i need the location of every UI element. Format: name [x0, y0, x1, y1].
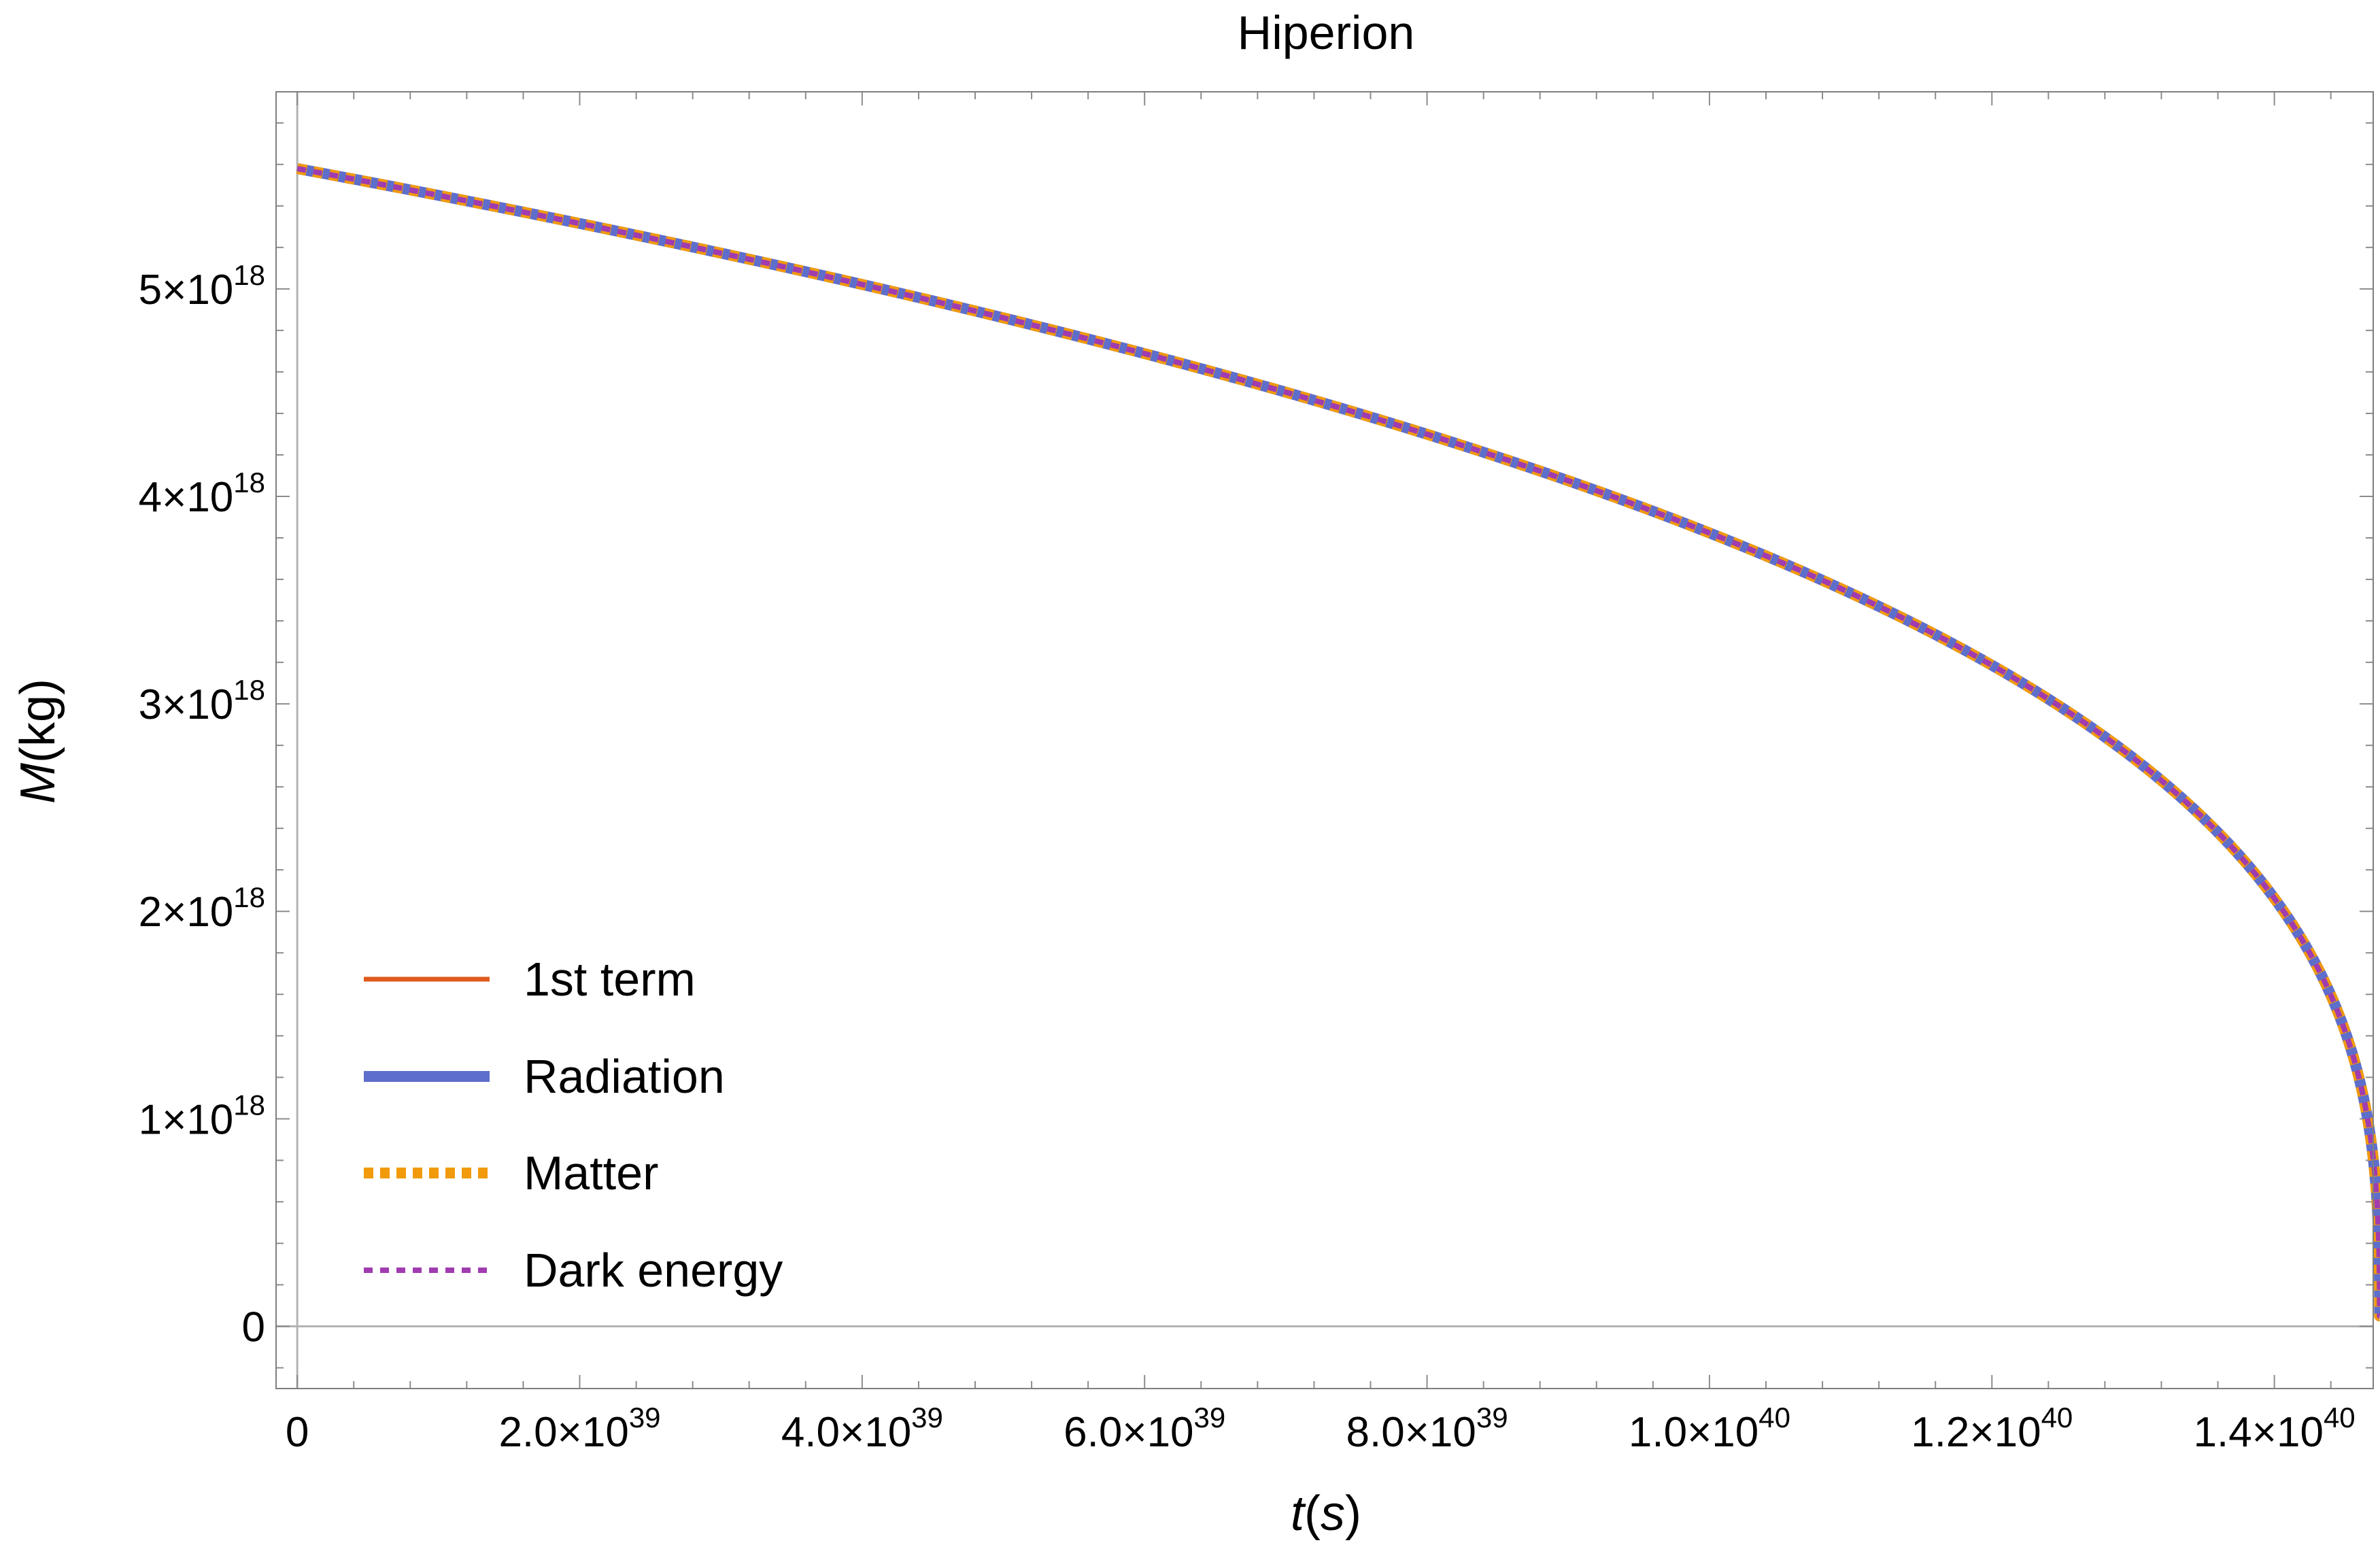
series-line-matter [296, 163, 2380, 1322]
y-tick-label-exponent: 18 [233, 259, 265, 291]
chart-title: Hiperion [1238, 6, 1415, 59]
plot-frame [275, 91, 2374, 1389]
x-tick-label-exponent: 40 [2324, 1401, 2356, 1433]
legend-item-radiation: Radiation [364, 1050, 725, 1103]
x-tick-label: 1.2×1040 [1911, 1401, 2073, 1456]
series-line-first-term [296, 166, 2380, 1319]
x-tick-label: 2.0×1039 [498, 1401, 660, 1456]
y-tick-label-exponent: 18 [233, 466, 265, 498]
x-tick-label-exponent: 39 [911, 1401, 943, 1433]
x-axis-unit: s [1321, 1486, 1345, 1541]
x-axis-title: t(s) [1291, 1486, 1361, 1541]
legend: 1st term Radiation Matter Dark energy [364, 953, 783, 1297]
y-tick-label: 4×1018 [139, 466, 265, 521]
y-tick-label-mantissa: 0 [242, 1304, 265, 1350]
y-tick-label: 0 [242, 1304, 265, 1350]
tick-labels: 0 2.0×1039 4.0×1039 6.0×1039 8.0×1039 1.0×104… [139, 259, 2356, 1456]
zero-axis-lines [276, 92, 2373, 1389]
y-tick-label-exponent: 18 [233, 1089, 265, 1121]
x-tick-label: 1.0×1040 [1629, 1401, 1790, 1456]
x-tick-label-mantissa: 2.0×10 [498, 1409, 628, 1456]
x-tick-label: 4.0×1039 [781, 1401, 943, 1456]
legend-item-dark-energy: Dark energy [364, 1244, 783, 1297]
y-tick-label-exponent: 18 [233, 881, 265, 913]
legend-label-dark-energy: Dark energy [524, 1244, 783, 1297]
x-axis-var: t [1291, 1486, 1306, 1541]
tick-marks [276, 92, 2373, 1389]
series-line-dark-energy [296, 165, 2380, 1319]
series-layer [296, 163, 2380, 1322]
x-tick-label: 1.4×1040 [2194, 1401, 2356, 1456]
x-tick-label: 0 [286, 1409, 309, 1456]
legend-label-radiation: Radiation [524, 1050, 725, 1103]
y-tick-label-mantissa: 5×10 [139, 267, 234, 313]
x-tick-label-mantissa: 1.0×10 [1629, 1409, 1758, 1456]
x-tick-label-mantissa: 1.2×10 [1911, 1409, 2041, 1456]
y-tick-label-mantissa: 4×10 [139, 474, 234, 521]
x-tick-label: 8.0×1039 [1346, 1401, 1508, 1456]
y-tick-label: 1×1018 [139, 1089, 265, 1143]
x-tick-label-exponent: 39 [1476, 1401, 1508, 1433]
legend-item-matter: Matter [364, 1146, 658, 1200]
x-tick-label-exponent: 39 [629, 1401, 661, 1433]
x-tick-label-exponent: 40 [1758, 1401, 1790, 1433]
x-tick-label-mantissa: 1.4×10 [2194, 1409, 2324, 1456]
x-tick-label: 6.0×1039 [1064, 1401, 1225, 1456]
y-tick-label-mantissa: 2×10 [139, 889, 234, 936]
legend-label-matter: Matter [524, 1146, 658, 1200]
y-tick-label-mantissa: 1×10 [139, 1096, 234, 1143]
legend-label-first-term: 1st term [524, 953, 696, 1006]
y-axis-var: M [11, 763, 65, 804]
series-line-radiation [296, 163, 2380, 1322]
x-tick-label-exponent: 39 [1194, 1401, 1226, 1433]
y-axis-title: M(kg) [11, 679, 65, 804]
x-tick-label-mantissa: 6.0×10 [1064, 1409, 1193, 1456]
y-tick-label: 3×1018 [139, 674, 265, 728]
x-tick-label-exponent: 40 [2041, 1401, 2073, 1433]
legend-item-first-term: 1st term [364, 953, 696, 1006]
x-tick-label-mantissa: 4.0×10 [781, 1409, 911, 1456]
x-tick-label-mantissa: 0 [286, 1409, 309, 1456]
y-tick-label-mantissa: 3×10 [139, 681, 234, 728]
y-tick-label-exponent: 18 [233, 674, 265, 706]
y-tick-label: 2×1018 [139, 881, 265, 936]
y-tick-label: 5×1018 [139, 259, 265, 313]
x-tick-label-mantissa: 8.0×10 [1346, 1409, 1476, 1456]
y-axis-unit: kg [11, 695, 65, 747]
